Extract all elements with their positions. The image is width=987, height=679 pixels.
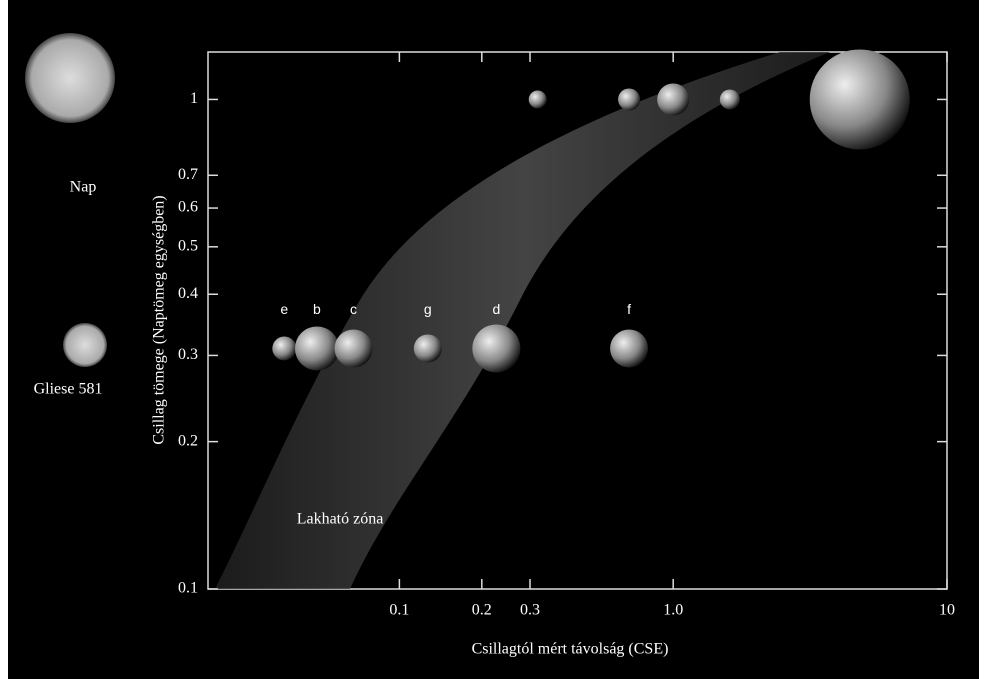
planet [335,329,373,367]
planet [657,83,689,115]
y-tick-label: 0.2 [178,432,198,449]
x-axis-label: Csillagtól mért távolság (CSE) [472,641,669,658]
planet [610,329,648,367]
planet [810,49,910,149]
x-tick-label: 0.3 [520,602,540,619]
y-tick-label: 0.5 [178,237,198,254]
planet-label: d [492,301,500,317]
planet-label: b [313,301,321,317]
y-axis-label: Csillag tömege (Naptömeg egységben) [151,195,168,444]
planet [472,324,520,372]
y-tick-label: 1 [190,90,198,107]
chart: Nap Gliese 581 Lakható zóna Csillagtól m… [0,0,987,679]
star-image [63,323,107,367]
x-tick-label: 0.1 [389,602,409,619]
y-tick-label: 0.7 [178,166,198,183]
planet [272,336,296,360]
x-tick-label: 0.2 [472,602,492,619]
planet [720,89,740,109]
y-tick-label: 0.6 [178,199,198,216]
planet [295,326,339,370]
planet [529,90,547,108]
zone-label: Lakható zóna [297,511,384,528]
planet-label: f [627,301,631,317]
planet-label: g [424,301,432,317]
planet [618,88,640,110]
y-tick-label: 0.4 [178,285,198,302]
planet-label: e [280,301,288,317]
sun-image [25,33,115,123]
star-label: Gliese 581 [34,381,103,398]
y-tick-label: 0.3 [178,346,198,363]
x-tick-label: 1.0 [663,602,683,619]
planet-label: c [350,301,357,317]
y-tick-label: 0.1 [178,580,198,597]
planet [414,334,442,362]
x-tick-label: 10 [939,602,955,619]
sun-label: Nap [70,179,97,196]
